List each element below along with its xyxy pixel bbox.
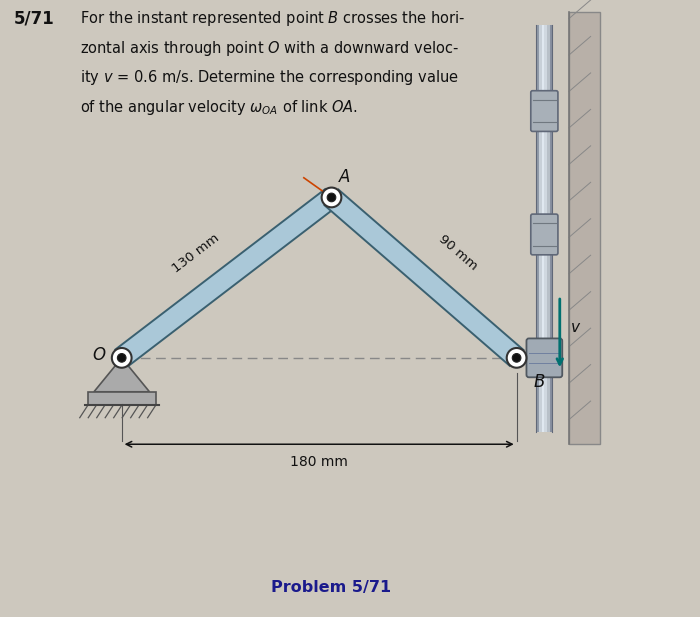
Text: 90 mm: 90 mm bbox=[436, 233, 480, 273]
Text: 180 mm: 180 mm bbox=[290, 455, 348, 470]
Text: 130 mm: 130 mm bbox=[170, 231, 222, 275]
FancyBboxPatch shape bbox=[531, 91, 558, 131]
Bar bbox=[545, 25, 547, 432]
FancyBboxPatch shape bbox=[526, 338, 562, 378]
Polygon shape bbox=[116, 189, 338, 366]
Circle shape bbox=[507, 348, 526, 368]
Circle shape bbox=[118, 354, 126, 362]
Circle shape bbox=[321, 188, 342, 207]
Circle shape bbox=[327, 193, 336, 202]
Bar bbox=[536, 25, 539, 432]
Bar bbox=[542, 25, 545, 432]
Text: $v$: $v$ bbox=[570, 320, 581, 334]
Circle shape bbox=[512, 354, 521, 362]
Text: 5/71: 5/71 bbox=[14, 9, 55, 27]
Text: Problem 5/71: Problem 5/71 bbox=[272, 581, 391, 595]
Text: $A$: $A$ bbox=[337, 168, 351, 186]
Text: zontal axis through point $O$ with a downward veloc-: zontal axis through point $O$ with a dow… bbox=[80, 39, 459, 58]
Circle shape bbox=[112, 348, 132, 368]
Polygon shape bbox=[325, 189, 524, 366]
Bar bbox=[569, 12, 600, 444]
Polygon shape bbox=[94, 358, 150, 392]
FancyBboxPatch shape bbox=[531, 214, 558, 255]
Text: For the instant represented point $B$ crosses the hori-: For the instant represented point $B$ cr… bbox=[80, 9, 466, 28]
Bar bbox=[88, 392, 155, 405]
Text: ity $v$ = 0.6 m/s. Determine the corresponding value: ity $v$ = 0.6 m/s. Determine the corresp… bbox=[80, 68, 460, 88]
Text: $B$: $B$ bbox=[533, 373, 545, 391]
Bar bbox=[539, 25, 542, 432]
Bar bbox=[550, 25, 552, 432]
Bar bbox=[547, 25, 550, 432]
Text: of the angular velocity $\omega_{OA}$ of link $OA$.: of the angular velocity $\omega_{OA}$ of… bbox=[80, 98, 358, 117]
Text: $O$: $O$ bbox=[92, 346, 106, 364]
